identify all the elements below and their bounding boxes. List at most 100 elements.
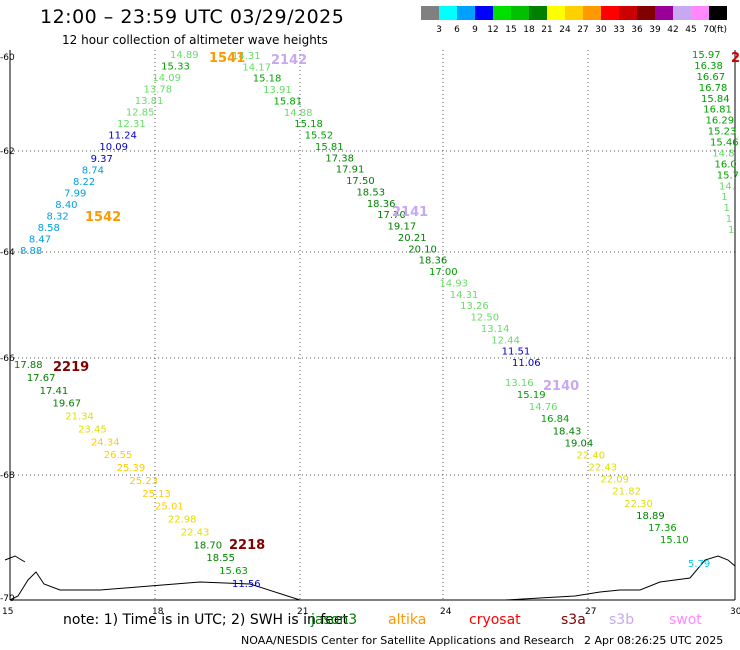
legend-label: 27 [577,25,588,35]
wave-height-value: 15.52 [305,131,334,142]
wave-height-value: 13.26 [460,301,489,312]
wave-height-value: 15.81 [273,96,302,107]
legend-swatch [439,6,457,20]
wave-height-value: 7.99 [64,188,86,199]
wave-height-value: 17.70 [377,210,406,221]
wave-height-value: 17.88 [14,360,43,371]
wave-height-value: 25.13 [142,489,171,500]
wave-height-value: 16.38 [694,61,723,72]
wave-height-value: 12.85 [126,108,155,119]
wave-height-value: 16.67 [697,72,726,83]
wave-height-value: 14.89 [170,50,199,61]
wave-height-value: 12.31 [117,119,146,130]
wave-height-value: 17.67 [27,373,56,384]
lon-tick-label: 18 [152,607,164,617]
wave-height-value: 18.55 [206,553,235,564]
lat-tick-label: -60 [0,53,15,63]
wave-height-value: 15.18 [294,119,323,130]
wave-height-value: 1 [724,203,730,214]
wave-height-value: 1 [721,192,727,203]
wave-height-value: 23.45 [78,424,107,435]
wave-height-value: 15.97 [692,50,721,61]
wave-height-value: 16.81 [703,105,732,116]
legend-unit: (ft) [713,25,727,35]
wave-height-value: 20.10 [408,244,437,255]
agency-credit: NOAA/NESDIS Center for Satellite Applica… [241,634,575,647]
legend-swatch [529,6,547,20]
legend-swatch [709,6,727,20]
wave-height-value: 19.17 [388,222,417,233]
wave-height-value: 19.04 [565,438,594,449]
wave-height-value: 15.19 [517,390,546,401]
coastline-east [504,555,736,601]
lon-tick-label: 30 [730,607,740,617]
satellite-cryosat: cryosat [469,612,521,628]
lat-tick-label: -66 [0,354,15,364]
legend-swatch [619,6,637,20]
pass-label: 1541 [209,51,245,66]
legend-label: 33 [613,25,624,35]
coastline-fragment [4,555,26,563]
wave-height-value: 13.91 [263,85,292,96]
wave-height-value: 14.17 [242,62,271,73]
wave-height-value: 8.88 [20,246,42,257]
wave-height-value: 21.82 [612,487,641,498]
page-subtitle: 12 hour collection of altimeter wave hei… [62,33,328,47]
wave-height-value: 15.46 [710,138,739,149]
wave-height-value: 17.41 [40,386,69,397]
lon-tick-label: 24 [440,607,452,617]
wave-height-value: 8.32 [46,211,68,222]
wave-height-value: 15.18 [253,74,282,85]
wave-height-value: 15.63 [219,566,248,577]
wave-height-value: 14.8 [712,148,734,159]
page-title: 12:00 – 23:59 UTC 03/29/2025 [40,6,345,28]
wave-height-value: 16.78 [699,83,728,94]
lon-tick-label: 15 [2,607,13,617]
lat-tick-label: -70 [0,594,15,604]
legend-swatch [421,6,439,20]
pass-label: 2219 [53,360,89,375]
wave-height-value: 1 [726,214,732,225]
wave-height-value: 16.0 [715,159,737,170]
wave-height-value: 13.16 [505,378,534,389]
pass-label: 2 [731,51,740,66]
wave-height-value: 15.33 [161,62,190,73]
wave-height-value: 16.84 [541,414,570,425]
legend-swatch [547,6,565,20]
note-text: note: 1) Time is in UTC; 2) SWH is in fe… [63,612,349,628]
generated-timestamp: 2 Apr 08:26:25 UTC 2025 [584,634,724,647]
legend-label: 12 [487,25,498,35]
wave-height-value: 15.23 [708,127,737,138]
legend-label: 21 [541,25,552,35]
wave-height-value: 14.31 [232,51,261,62]
wave-height-value: 22.40 [577,450,606,461]
wave-height-value: 14.88 [284,108,313,119]
wave-height-value: 22.98 [168,515,197,526]
legend-label: 39 [649,25,661,35]
wave-height-value: 11.51 [502,347,531,358]
wave-height-value: 13.81 [135,96,164,107]
track-1542: 14.8915.3314.0913.7813.8112.8512.3111.24… [20,50,199,257]
legend-swatch [511,6,529,20]
wave-height-value: 18.53 [356,187,385,198]
wave-height-value: 15.81 [315,142,344,153]
wave-height-value: 17.36 [648,523,677,534]
wave-height-value: 14.09 [152,73,181,84]
wave-height-value: 26.55 [104,450,133,461]
wave-height-value: 9.37 [91,154,113,165]
wave-height-value: 8.58 [38,223,60,234]
satellite-s3b: s3b [609,612,635,628]
wave-height-value: 5.79 [688,559,710,570]
wave-height-value: 22.30 [624,499,653,510]
wave-height-value: 10.09 [99,142,128,153]
wave-height-value: 14. [719,181,735,192]
track-2141: 14.3114.1715.1813.9115.8114.8815.1815.52… [232,51,710,570]
legend-label: 18 [523,25,535,35]
wave-height-value: 18.89 [636,511,665,522]
wave-height-value: 12.44 [491,335,520,346]
legend-label: 30 [595,25,607,35]
wave-height-value: 1 [728,225,734,236]
legend-swatch [637,6,655,20]
